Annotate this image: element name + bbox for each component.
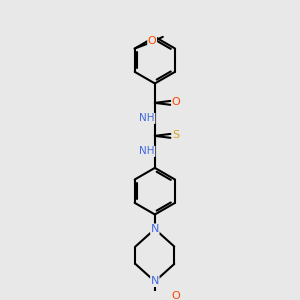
Text: N: N — [151, 224, 159, 234]
Text: O: O — [148, 36, 157, 46]
Text: O: O — [172, 97, 181, 107]
Text: NH: NH — [139, 113, 155, 123]
Text: N: N — [151, 276, 159, 286]
Text: NH: NH — [139, 146, 155, 156]
Text: O: O — [172, 291, 181, 300]
Text: S: S — [172, 130, 180, 140]
